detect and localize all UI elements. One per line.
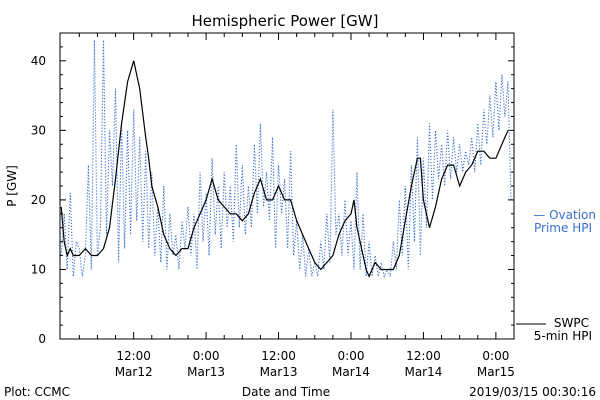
footer-timestamp: 2019/03/15 00:30:16 bbox=[469, 385, 596, 399]
y-tick-label: 20 bbox=[31, 193, 46, 207]
footer-plot-credit: Plot: CCMC bbox=[4, 385, 70, 399]
x-tick-label-time: 0:00 bbox=[338, 349, 365, 363]
x-tick-label-time: 12:00 bbox=[261, 349, 296, 363]
y-axis: 0 10 20 30 40 bbox=[31, 46, 514, 346]
chart-title: Hemispheric Power [GW] bbox=[192, 12, 379, 30]
x-tick-label-date: Mar13 bbox=[260, 365, 298, 379]
x-tick-label-date: Mar14 bbox=[332, 365, 370, 379]
x-tick-label-date: Mar13 bbox=[187, 365, 225, 379]
y-axis-label: P [GW] bbox=[5, 165, 19, 207]
x-axis: 12:00 Mar12 0:00 Mar13 12:00 Mar13 0:00 Mar14 12… bbox=[78, 33, 515, 379]
legend-ovation-line2: Prime HPI bbox=[534, 221, 592, 235]
x-tick-label-time: 0:00 bbox=[193, 349, 220, 363]
legend-swpc-line2: 5-min HPI bbox=[534, 329, 592, 343]
x-tick-label-date: Mar15 bbox=[477, 365, 515, 379]
x-tick-label-date: Mar12 bbox=[115, 365, 153, 379]
series-ovation-line bbox=[60, 39, 512, 279]
x-axis-label: Date and Time bbox=[242, 385, 330, 399]
legend-swpc-line1: SWPC bbox=[554, 316, 589, 330]
series-layer bbox=[60, 39, 512, 279]
y-tick-label: 0 bbox=[38, 332, 46, 346]
x-tick-label-time: 12:00 bbox=[406, 349, 441, 363]
x-tick-label-time: 0:00 bbox=[482, 349, 509, 363]
series-swpc-line bbox=[60, 60, 509, 278]
y-tick-label: 30 bbox=[31, 123, 46, 137]
y-tick-label: 40 bbox=[31, 54, 46, 68]
x-tick-label-date: Mar14 bbox=[404, 365, 442, 379]
legend-ovation-line1: — Ovation bbox=[533, 208, 596, 222]
x-tick-label-time: 12:00 bbox=[116, 349, 151, 363]
y-tick-label: 10 bbox=[31, 262, 46, 276]
